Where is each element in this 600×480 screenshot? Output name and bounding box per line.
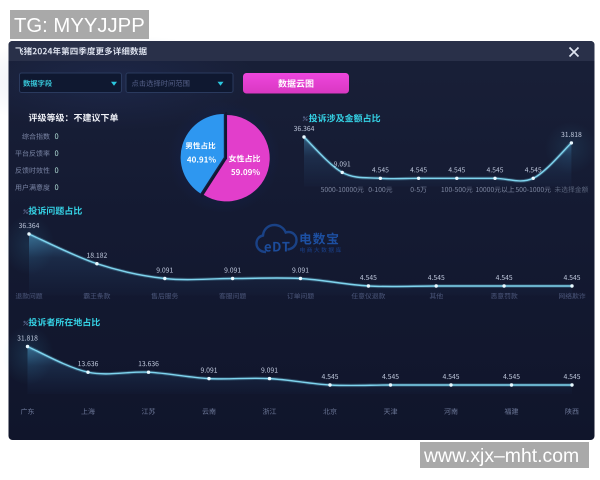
svg-text:www.xjx–mht.com: www.xjx–mht.com — [423, 445, 579, 467]
svg-text:TG: MYYJJPP: TG: MYYJJPP — [14, 15, 145, 37]
